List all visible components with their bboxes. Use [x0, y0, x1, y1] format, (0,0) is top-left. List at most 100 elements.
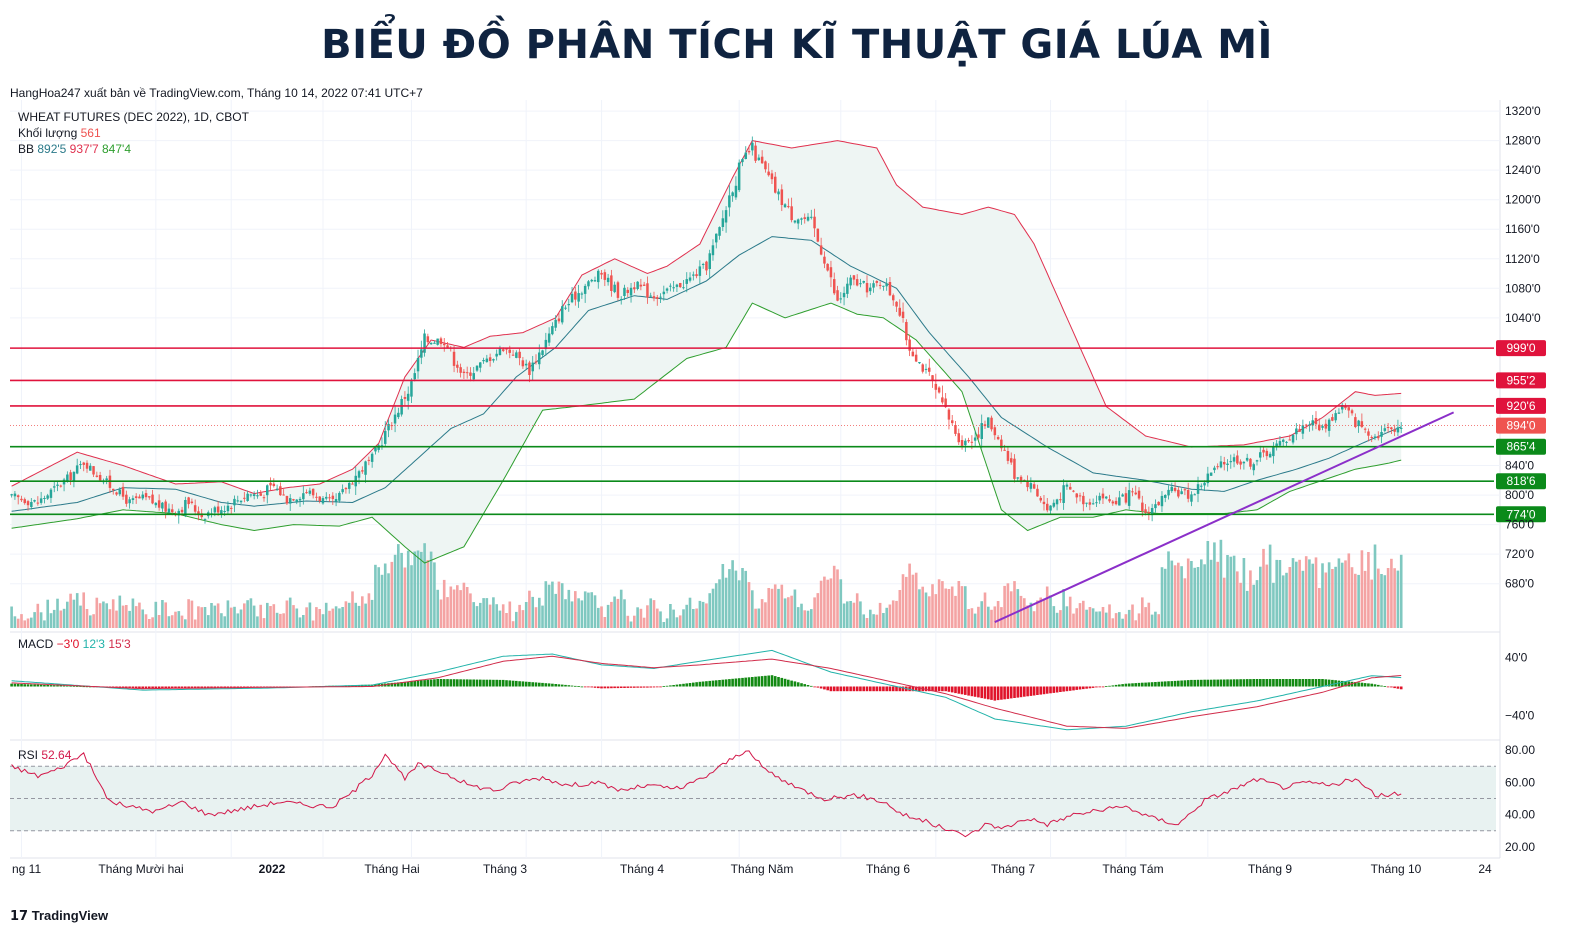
volume-bar: [315, 607, 318, 628]
volume-bar: [1304, 556, 1308, 628]
candle-body: [495, 353, 498, 357]
volume-bar: [1019, 595, 1023, 628]
candle-body: [384, 431, 387, 444]
macd-histogram-bar: [1268, 679, 1272, 687]
time-axis-label: Tháng Hai: [364, 862, 419, 876]
candle-body: [479, 362, 482, 368]
candle-body: [1062, 485, 1065, 503]
volume-bar: [308, 602, 312, 628]
macd-histogram-bar: [1085, 686, 1088, 689]
volume-bar: [947, 589, 951, 628]
macd-histogram-bar: [161, 686, 164, 689]
macd-histogram-bar: [1239, 679, 1242, 687]
candle-body: [1180, 491, 1183, 495]
macd-histogram-bar: [446, 679, 449, 687]
volume-bar: [246, 600, 249, 628]
volume-bar: [1393, 568, 1396, 628]
macd-histogram-bar: [115, 686, 118, 688]
macd-histogram-bar: [885, 686, 889, 692]
candle-body: [1245, 457, 1249, 461]
macd-histogram-bar: [734, 678, 738, 687]
macd-histogram-bar: [832, 686, 836, 692]
price-tick-label: 1200'0: [1505, 193, 1541, 207]
time-axis-label: Tháng Mười hai: [98, 862, 183, 876]
volume-bar: [203, 607, 207, 628]
volume-bar: [121, 605, 125, 628]
volume-bar: [800, 603, 803, 628]
candle-body: [1396, 427, 1400, 433]
volume-bar: [184, 619, 187, 628]
volume-bar: [1278, 560, 1282, 628]
candle-body: [577, 293, 580, 302]
volume-bar: [570, 601, 574, 628]
candle-body: [1013, 458, 1016, 479]
volume-bar: [259, 604, 263, 628]
macd-histogram-bar: [1285, 679, 1288, 687]
candle-body: [465, 372, 469, 374]
macd-histogram-bar: [456, 679, 459, 687]
macd-histogram-bar: [1272, 679, 1275, 687]
candle-body: [1183, 489, 1187, 491]
candle-body: [862, 281, 865, 283]
candle-body: [665, 288, 669, 291]
macd-histogram-bar: [400, 682, 403, 687]
macd-histogram-bar: [531, 682, 535, 687]
candle-body: [472, 373, 475, 380]
volume-bar: [1308, 559, 1311, 628]
volume-bar: [1127, 609, 1131, 628]
macd-histogram-bar: [216, 686, 220, 688]
volume-bar: [108, 609, 112, 628]
macd-histogram-bar: [1249, 679, 1252, 687]
macd-histogram-bar: [846, 686, 849, 692]
volume-bar: [475, 606, 479, 628]
macd-histogram-bar: [1065, 686, 1069, 692]
candle-body: [1072, 490, 1075, 492]
macd-histogram-bar: [823, 686, 826, 690]
candle-body: [983, 424, 987, 427]
candle-body: [1232, 457, 1236, 462]
candle-body: [724, 210, 728, 223]
candle-body: [905, 322, 908, 341]
macd-histogram-bar: [1127, 683, 1131, 687]
support-price-tag: [1496, 438, 1546, 455]
candle-body: [1216, 466, 1219, 468]
candle-body: [1219, 461, 1223, 468]
candle-body: [285, 495, 289, 504]
candle-body: [377, 445, 380, 450]
candle-body: [1249, 458, 1252, 467]
candle-body: [177, 510, 180, 516]
candle-body: [567, 304, 570, 306]
volume-bar: [669, 604, 672, 628]
candle-body: [1213, 467, 1216, 471]
macd-histogram-bar: [577, 686, 580, 687]
volume-bar: [557, 581, 561, 628]
volume-bar: [610, 601, 613, 628]
volume-bar: [1347, 553, 1351, 628]
macd-histogram-bar: [731, 678, 734, 687]
candle-body: [266, 485, 269, 496]
candle-body: [1108, 499, 1111, 502]
candle-body: [213, 507, 217, 513]
candle-body: [1000, 439, 1003, 449]
volume-bar: [672, 609, 675, 628]
volume-bar: [131, 598, 135, 628]
macd-histogram-bar: [557, 684, 561, 687]
candle-body: [554, 319, 557, 328]
macd-histogram-bar: [10, 683, 13, 687]
volume-bar: [1203, 564, 1206, 628]
volume-bar: [190, 600, 194, 628]
volume-bar: [977, 606, 980, 628]
volume-bar: [482, 598, 485, 628]
resistance-price-label: 920'6: [1507, 399, 1536, 413]
macd-histogram-bar: [1390, 686, 1393, 688]
macd-histogram-bar: [682, 683, 685, 687]
resistance-price-tag: [1496, 340, 1546, 357]
volume-bar: [1154, 611, 1157, 628]
candle-body: [410, 381, 413, 397]
candle-body: [701, 264, 705, 265]
macd-histogram-bar: [659, 686, 662, 688]
volume-bar: [705, 603, 708, 628]
volume-bar: [305, 607, 308, 628]
macd-histogram-bar: [1095, 686, 1098, 688]
volume-bar: [82, 592, 86, 628]
